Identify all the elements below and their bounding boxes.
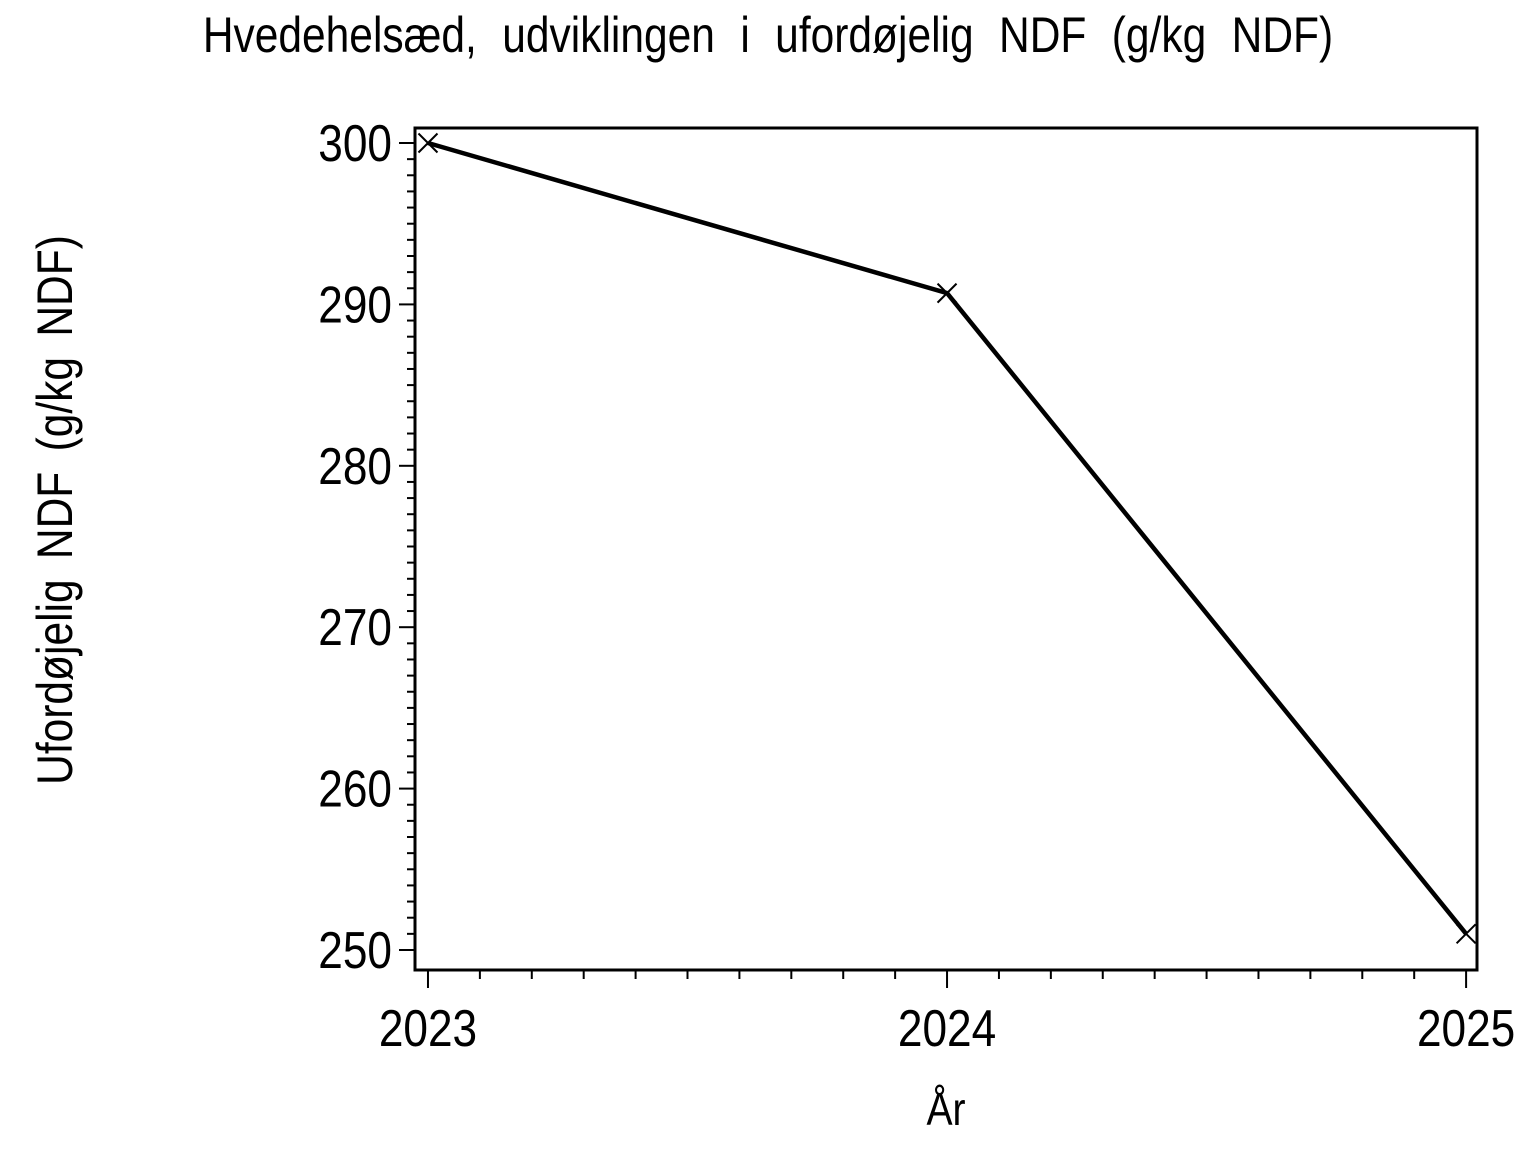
y-tick-label: 290 [318,276,392,334]
x-tick-label: 2024 [898,1000,996,1058]
plot-frame [413,126,1479,972]
data-line [427,140,1468,936]
data-point-marker [936,282,958,304]
data-markers [417,132,1477,945]
y-axis-label: Ufordøjelig NDF (g/kg NDF) [27,235,83,785]
y-tick-label: 250 [318,922,392,980]
y-tick-label: 270 [318,599,392,657]
x-axis-ticks [426,970,1468,988]
data-point-marker [1455,923,1477,945]
x-tick-label: 2025 [1417,1000,1515,1058]
y-tick-label: 280 [318,437,392,495]
y-axis-tick-labels: 250 260 270 280 290 300 [318,115,392,980]
chart-title: Hvedehelsæd, udviklingen i ufordøjelig N… [202,7,1334,63]
y-axis-ticks [399,142,415,951]
y-tick-label: 300 [318,115,392,173]
x-axis-label: År [926,1083,966,1135]
data-point-marker [417,132,439,154]
x-axis-tick-labels: 2023 2024 2025 [379,1000,1515,1058]
y-tick-label: 260 [318,760,392,818]
x-tick-label: 2023 [379,1000,477,1058]
